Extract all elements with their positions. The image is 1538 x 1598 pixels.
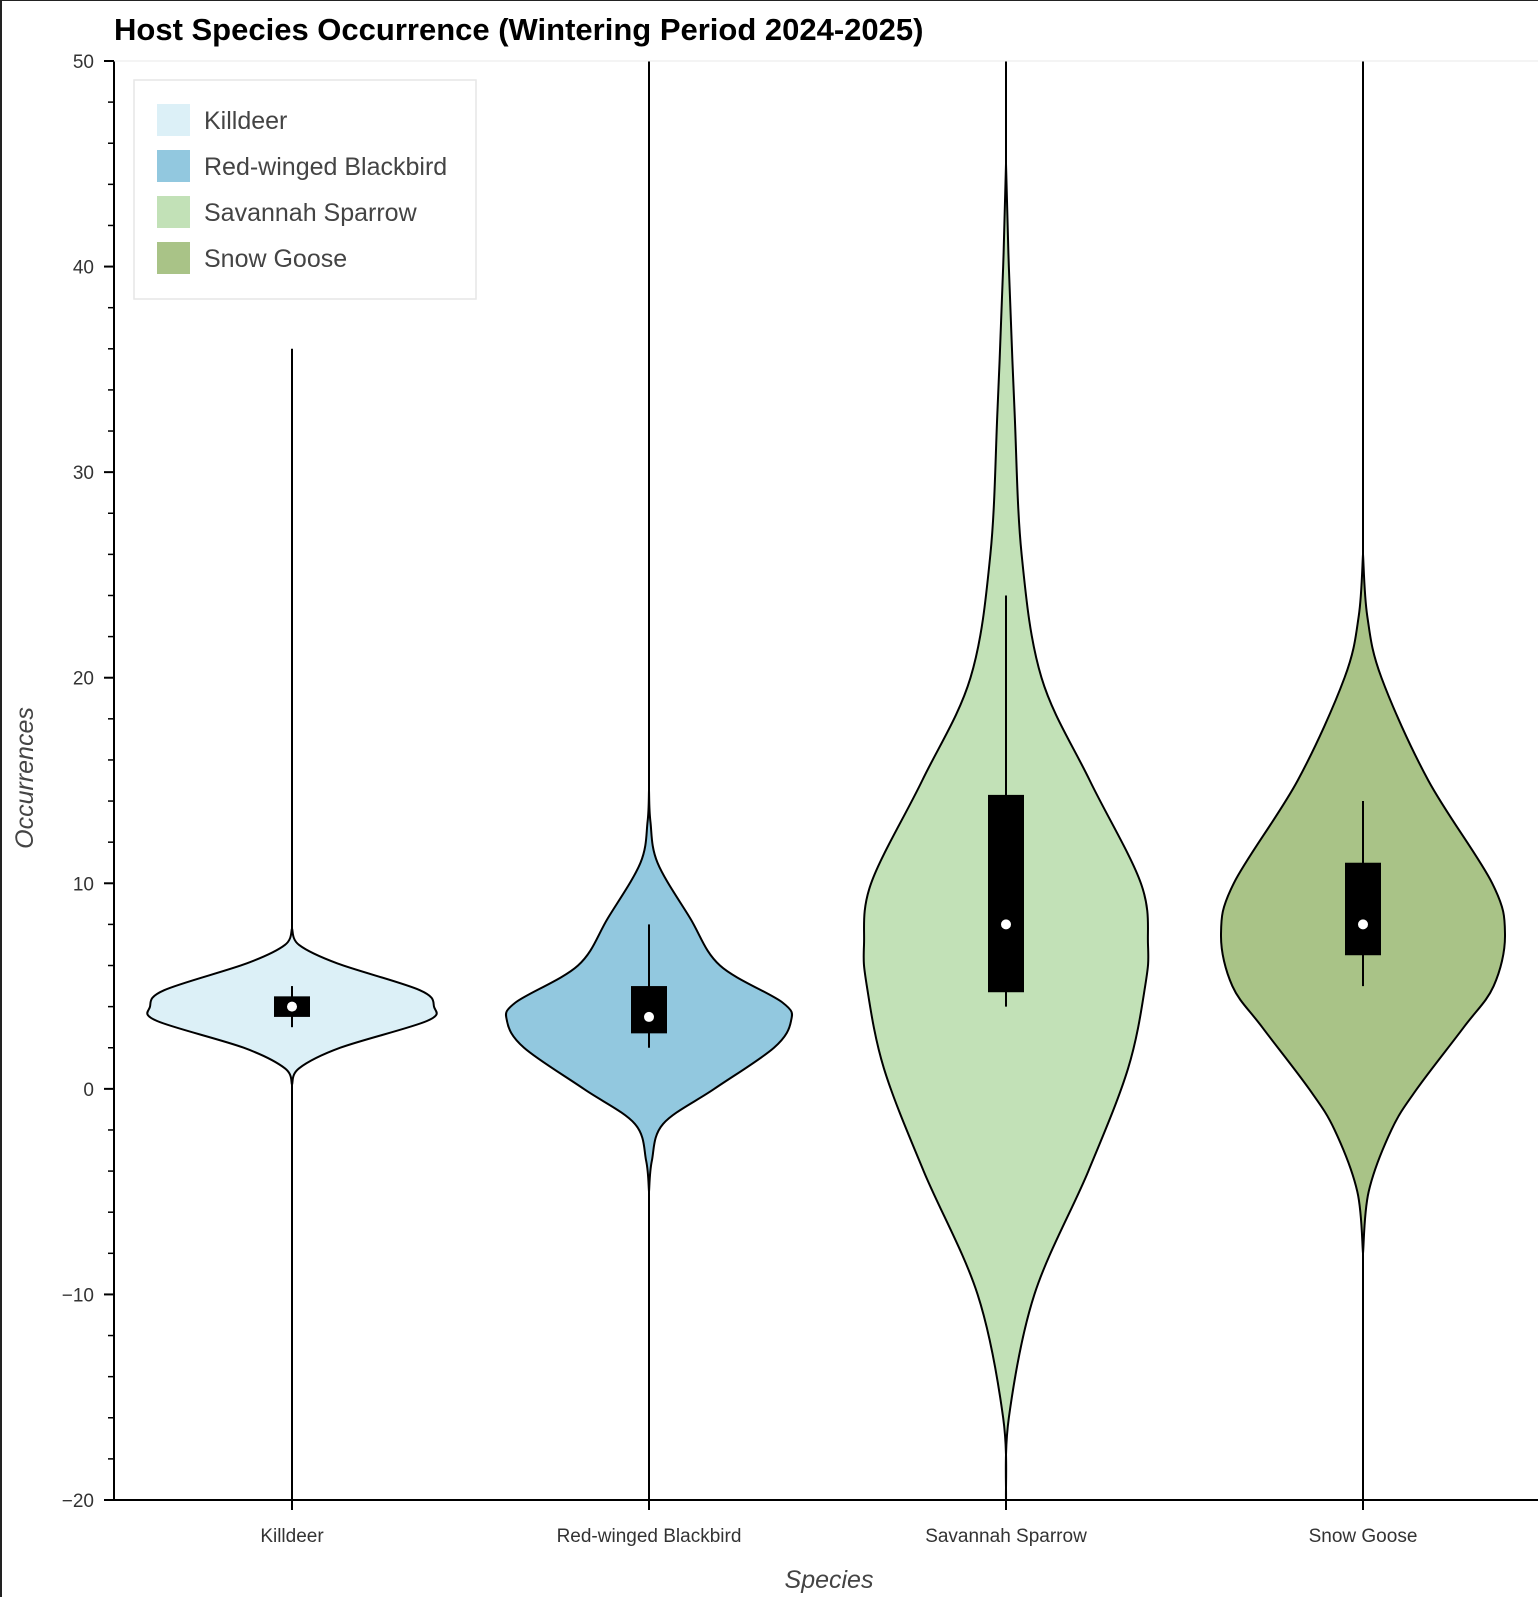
iqr-box-snow-goose bbox=[1345, 862, 1381, 956]
iqr-box-savannah-sparrow bbox=[988, 794, 1024, 993]
median-dot-killdeer bbox=[287, 1001, 297, 1012]
y-tick-label: 10 bbox=[73, 874, 94, 895]
y-tick-label: 0 bbox=[83, 1080, 94, 1101]
x-axis-title: Species bbox=[785, 1566, 874, 1594]
chart-title: Host Species Occurrence (Wintering Perio… bbox=[114, 12, 924, 47]
y-tick-label: −20 bbox=[62, 1491, 94, 1512]
legend-box bbox=[133, 79, 477, 300]
legend-label-savannah-sparrow: Savannah Sparrow bbox=[204, 199, 418, 227]
plot-area bbox=[146, 61, 1507, 1501]
x-tick-label: Snow Goose bbox=[1309, 1526, 1418, 1547]
y-tick-label: 50 bbox=[73, 52, 94, 73]
axes: −20 −10 0 10 20 30 40 50 Killdeer Red-winged Blac… bbox=[62, 52, 1538, 1547]
legend-swatch-killdeer bbox=[157, 104, 190, 136]
legend-label-killdeer: Killdeer bbox=[204, 107, 287, 135]
legend-label-red-winged-blackbird: Red-winged Blackbird bbox=[204, 153, 447, 181]
violin-red-winged-blackbird bbox=[504, 61, 794, 1500]
x-tick-label: Red-winged Blackbird bbox=[557, 1526, 742, 1547]
y-tick-label: −10 bbox=[62, 1285, 94, 1306]
y-tick-label: 20 bbox=[73, 669, 94, 690]
median-dot-savannah-sparrow bbox=[1001, 919, 1011, 930]
legend-label-snow-goose: Snow Goose bbox=[204, 245, 347, 273]
violin-snow-goose bbox=[1219, 61, 1507, 1500]
legend: Killdeer Red-winged Blackbird Savannah S… bbox=[133, 79, 477, 300]
violin-killdeer bbox=[146, 348, 438, 1500]
x-tick-label: Killdeer bbox=[260, 1526, 324, 1547]
legend-swatch-savannah-sparrow bbox=[157, 196, 190, 228]
iqr-box-red-winged-blackbird bbox=[631, 986, 667, 1034]
y-tick-label: 40 bbox=[73, 258, 94, 279]
median-dot-red-winged-blackbird bbox=[644, 1011, 654, 1022]
median-dot-snow-goose bbox=[1358, 919, 1368, 930]
legend-swatch-snow-goose bbox=[157, 242, 190, 274]
legend-swatch-red-winged-blackbird bbox=[157, 150, 190, 182]
x-tick-label: Savannah Sparrow bbox=[925, 1526, 1087, 1547]
y-tick-label: 30 bbox=[73, 463, 94, 484]
violin-savannah-sparrow bbox=[862, 61, 1150, 1501]
y-axis-title: Occurrences bbox=[11, 707, 39, 849]
